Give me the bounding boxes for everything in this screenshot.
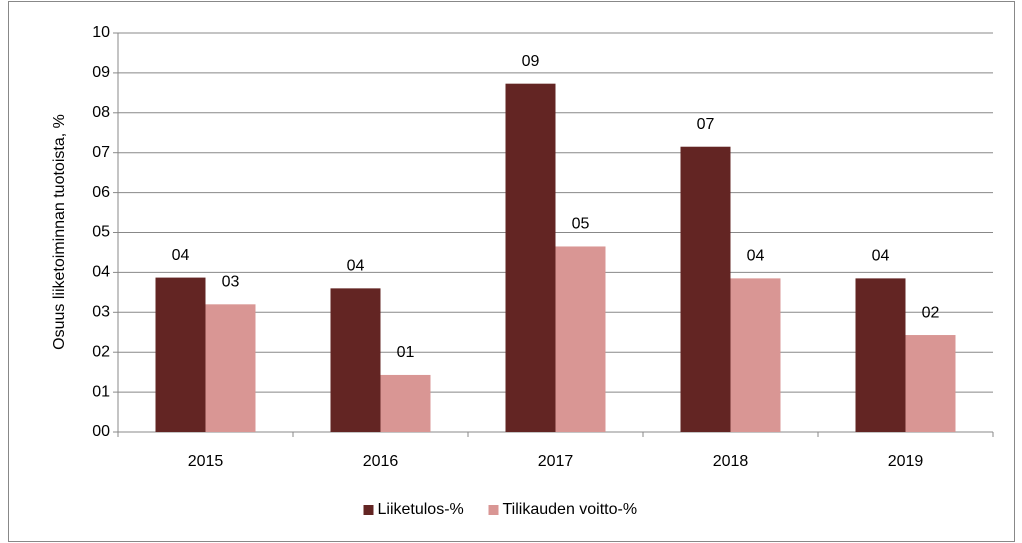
x-tick-label: 2019 [888, 453, 924, 470]
bar [555, 246, 606, 432]
bar [855, 278, 906, 432]
y-tick-label: 04 [92, 264, 110, 281]
legend-swatch [488, 505, 499, 515]
value-label: 04 [872, 248, 890, 265]
bar [155, 277, 206, 432]
value-label: 01 [397, 344, 415, 361]
value-label: 05 [572, 216, 590, 233]
y-tick-label: 07 [92, 144, 110, 161]
value-label: 04 [172, 247, 190, 264]
value-label: 07 [697, 116, 715, 133]
value-label: 03 [222, 274, 240, 291]
bar [380, 374, 431, 432]
bar [505, 83, 556, 432]
bar [205, 304, 256, 432]
y-tick-label: 02 [92, 343, 110, 360]
bar [680, 146, 731, 432]
value-label: 09 [522, 53, 540, 70]
x-tick-label: 2016 [363, 453, 399, 470]
bar [330, 288, 381, 432]
y-tick-label: 06 [92, 184, 110, 201]
bar [730, 278, 781, 432]
y-tick-label: 03 [92, 304, 110, 321]
y-tick-label: 10 [92, 24, 110, 41]
y-tick-label: 08 [92, 104, 110, 121]
y-tick-label: 05 [92, 224, 110, 241]
legend-label: Tilikauden voitto-% [503, 501, 638, 518]
legend-label: Liiketulos-% [378, 501, 464, 518]
bar [905, 335, 956, 432]
legend-swatch [363, 505, 374, 515]
y-tick-label: 01 [92, 383, 110, 400]
y-axis-title: Osuus liiketoiminnan tuotoista, % [51, 114, 68, 350]
value-label: 04 [747, 248, 765, 265]
value-label: 04 [347, 258, 365, 275]
x-tick-label: 2015 [188, 453, 224, 470]
y-tick-label: 00 [92, 423, 110, 440]
x-tick-label: 2018 [713, 453, 749, 470]
value-label: 02 [922, 304, 940, 321]
y-tick-label: 09 [92, 64, 110, 81]
x-tick-label: 2017 [538, 453, 574, 470]
